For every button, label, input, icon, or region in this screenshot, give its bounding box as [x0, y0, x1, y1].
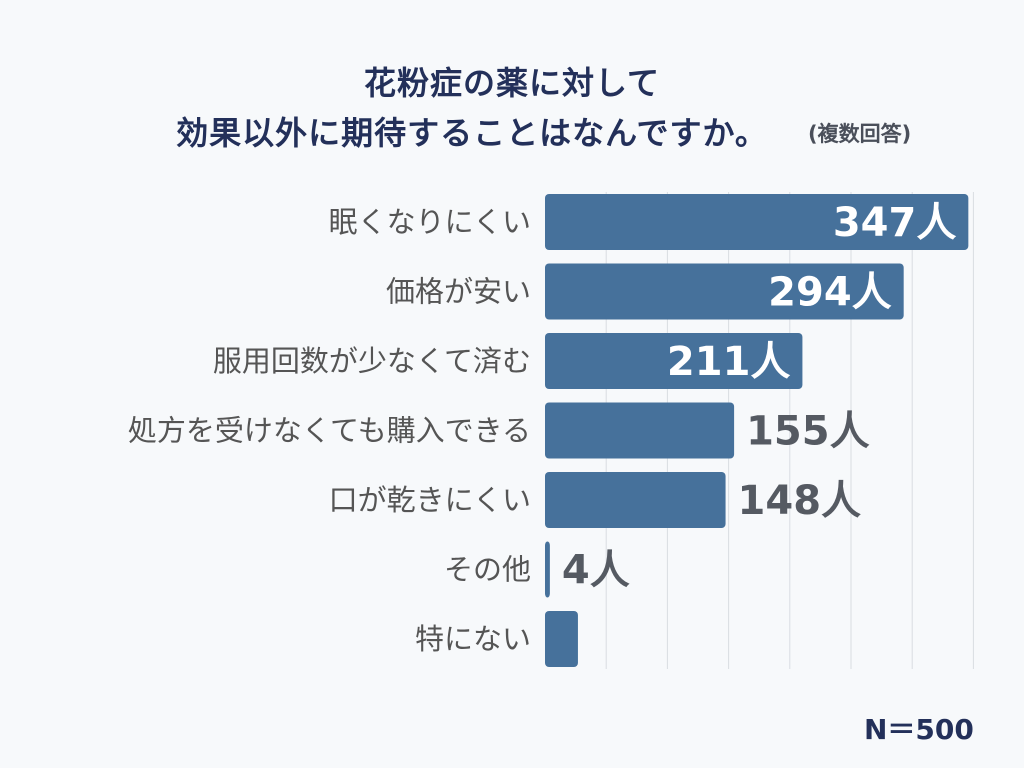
category-label: 眠くなりにくい [329, 205, 531, 239]
category-label: その他 [444, 553, 531, 587]
chart-title-line1: 花粉症の薬に対して [363, 64, 661, 102]
bar [545, 263, 904, 320]
bar [545, 402, 735, 459]
value-label: 155人 [746, 409, 870, 455]
category-label: 価格が安い [386, 275, 531, 309]
value-label: 211人 [667, 339, 791, 385]
category-label: 処方を受けなくても購入できる [128, 414, 531, 448]
bar [545, 472, 726, 528]
category-label: 口が乾きにくい [329, 483, 531, 517]
sample-size-label: N＝500 [864, 713, 974, 746]
value-label: 148人 [738, 478, 862, 524]
bar [545, 611, 578, 667]
value-label: 347人 [833, 200, 957, 246]
value-label: 4人 [562, 548, 630, 594]
category-label: 服用回数が少なくて済む [213, 344, 531, 378]
bar [545, 194, 969, 250]
chart-title-line2: 効果以外に期待することはなんですか。 [176, 114, 768, 152]
bar [545, 541, 550, 598]
chart-subtitle: (複数回答) [808, 122, 912, 146]
bar [545, 333, 803, 389]
value-label: 294人 [768, 270, 892, 316]
category-label: 特にない [415, 622, 531, 656]
